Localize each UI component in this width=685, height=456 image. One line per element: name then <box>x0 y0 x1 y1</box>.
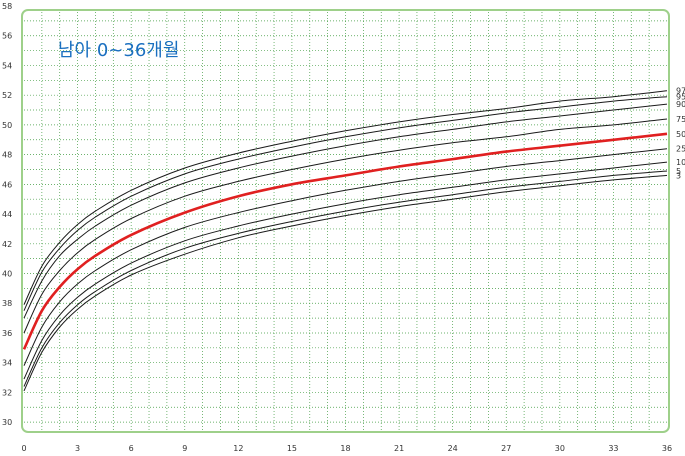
y-tick-label: 40 <box>2 270 12 279</box>
percentile-label-5: 5 <box>676 167 681 176</box>
y-tick-label: 32 <box>2 388 12 397</box>
y-tick-label: 54 <box>2 61 12 70</box>
y-axis-ticks: 30 32 34 36 38 40 42 44 46 48 50 52 54 56 58 <box>2 2 12 427</box>
percentile-curve-3 <box>23 174 668 392</box>
y-tick-label: 48 <box>2 151 12 160</box>
percentile-label-95: 95 <box>676 93 685 102</box>
percentile-curve-75 <box>23 118 668 334</box>
x-tick-label: 18 <box>340 444 350 453</box>
grid <box>24 12 667 430</box>
percentile-label-75: 75 <box>676 115 685 124</box>
percentile-curve-50 <box>22 132 668 350</box>
y-tick-label: 30 <box>2 418 12 427</box>
percentile-label-50: 50 <box>676 130 685 139</box>
y-tick-label: 42 <box>2 240 12 249</box>
y-tick-label: 38 <box>2 299 12 308</box>
y-tick-label: 46 <box>2 180 12 189</box>
x-tick-label: 3 <box>75 444 80 453</box>
x-tick-label: 9 <box>182 444 187 453</box>
x-tick-label: 12 <box>233 444 243 453</box>
x-tick-label: 24 <box>448 444 458 453</box>
x-tick-label: 36 <box>662 444 672 453</box>
percentile-curve-90 <box>23 103 668 319</box>
x-tick-label: 33 <box>608 444 618 453</box>
y-tick-label: 44 <box>2 210 12 219</box>
chart-title: 남아 0~36개월 <box>58 40 179 61</box>
y-tick-label: 50 <box>2 121 12 130</box>
y-tick-label: 52 <box>2 91 12 100</box>
percentile-curve-95 <box>23 96 668 311</box>
y-tick-label: 56 <box>2 32 12 41</box>
x-axis-ticks: 0 3 6 9 12 15 18 21 24 27 30 33 36 <box>21 444 672 453</box>
y-tick-label: 34 <box>2 359 12 368</box>
plot-frame <box>21 9 670 433</box>
percentile-label-25: 25 <box>676 145 685 154</box>
x-tick-label: 30 <box>555 444 565 453</box>
percentile-curve-10 <box>23 161 668 380</box>
percentile-label-97: 97 <box>676 87 685 96</box>
x-tick-label: 6 <box>129 444 134 453</box>
percentile-label-90: 90 <box>676 100 685 109</box>
y-tick-label: 58 <box>2 2 12 11</box>
y-tick-label: 36 <box>2 329 12 338</box>
x-tick-label: 15 <box>287 444 297 453</box>
x-tick-label: 21 <box>394 444 404 453</box>
x-tick-label: 27 <box>501 444 511 453</box>
percentile-curve-5 <box>23 170 668 387</box>
percentile-curve-25 <box>23 148 668 366</box>
percentile-label-3: 3 <box>676 171 681 180</box>
percentile-curve-97 <box>23 90 668 305</box>
percentile-curves <box>22 90 668 392</box>
x-tick-label: 0 <box>21 444 26 453</box>
percentile-label-10: 10 <box>676 158 685 167</box>
